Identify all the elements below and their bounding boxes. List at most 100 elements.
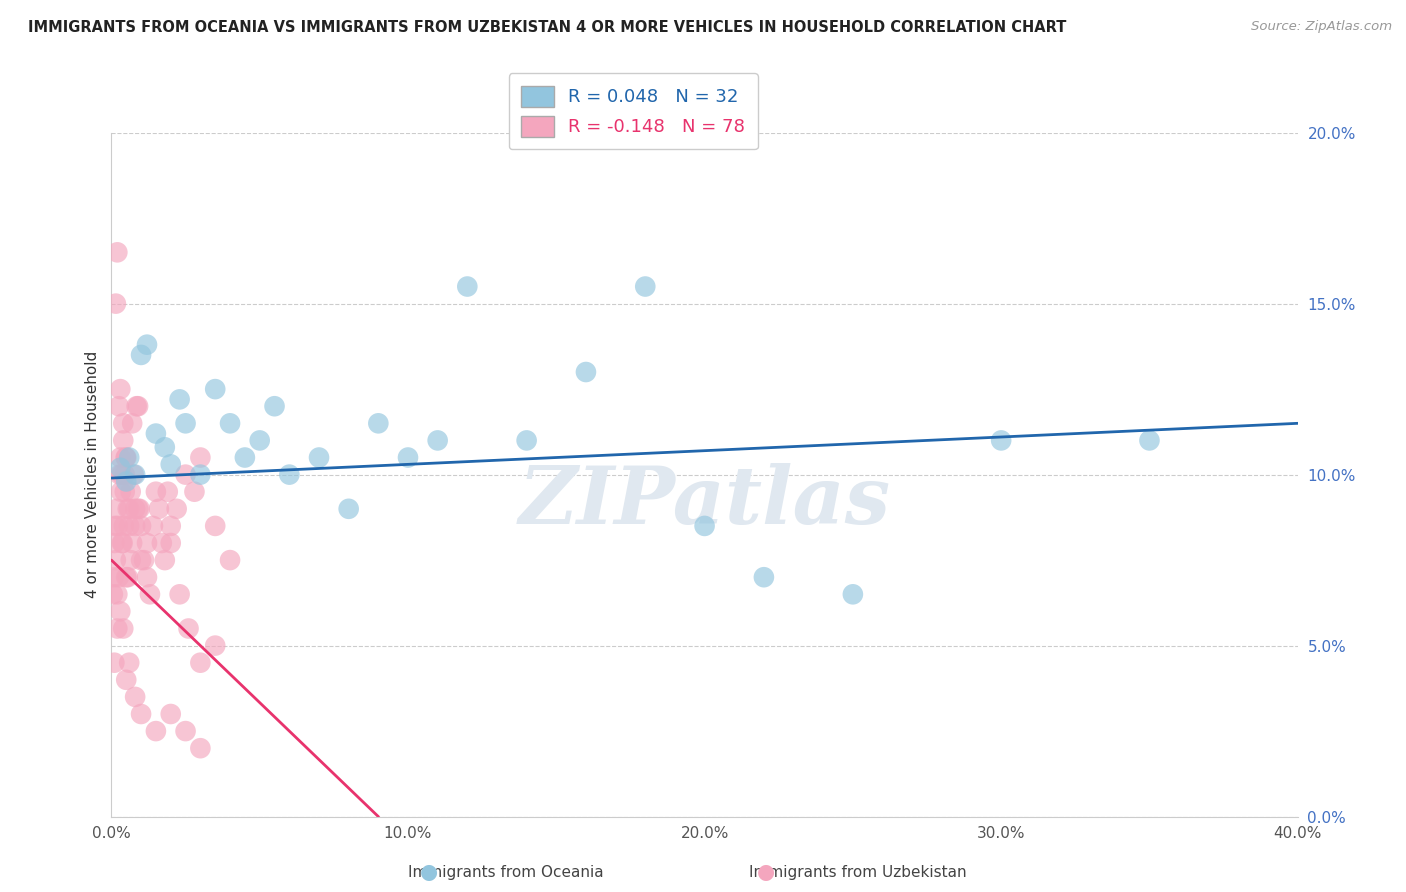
- Point: [110, 460, 132, 475]
- Point: [516, 434, 538, 448]
- Point: [174, 724, 197, 739]
- Point: [190, 467, 212, 482]
- Point: [108, 399, 131, 413]
- Point: [108, 570, 131, 584]
- Point: [105, 245, 128, 260]
- Point: [118, 450, 141, 465]
- Text: Immigrants from Oceania: Immigrants from Oceania: [408, 865, 605, 880]
- Point: [104, 519, 127, 533]
- Point: [110, 450, 132, 465]
- Point: [693, 519, 716, 533]
- Point: [115, 450, 138, 465]
- Point: [104, 296, 127, 310]
- Point: [156, 484, 179, 499]
- Point: [105, 501, 128, 516]
- Point: [396, 450, 419, 465]
- Point: [204, 382, 226, 396]
- Point: [103, 656, 125, 670]
- Point: [426, 434, 449, 448]
- Point: [190, 450, 212, 465]
- Point: [114, 484, 136, 499]
- Point: [105, 622, 128, 636]
- Point: [129, 553, 152, 567]
- Point: [108, 467, 131, 482]
- Point: [174, 467, 197, 482]
- Legend: R = 0.048   N = 32, R = -0.148   N = 78: R = 0.048 N = 32, R = -0.148 N = 78: [509, 73, 758, 149]
- Point: [148, 501, 170, 516]
- Point: [120, 484, 142, 499]
- Point: [990, 434, 1012, 448]
- Y-axis label: 4 or more Vehicles in Household: 4 or more Vehicles in Household: [86, 351, 100, 599]
- Point: [118, 501, 141, 516]
- Point: [219, 553, 242, 567]
- Point: [115, 570, 138, 584]
- Point: [114, 450, 136, 465]
- Point: [115, 673, 138, 687]
- Text: Source: ZipAtlas.com: Source: ZipAtlas.com: [1251, 20, 1392, 33]
- Point: [153, 440, 176, 454]
- Point: [127, 501, 149, 516]
- Point: [142, 519, 165, 533]
- Point: [136, 570, 159, 584]
- Point: [103, 536, 125, 550]
- Point: [120, 553, 142, 567]
- Text: ●: ●: [420, 863, 437, 882]
- Point: [174, 417, 197, 431]
- Point: [139, 587, 162, 601]
- Point: [150, 536, 173, 550]
- Point: [103, 570, 125, 584]
- Point: [159, 458, 181, 472]
- Point: [110, 604, 132, 618]
- Point: [112, 417, 135, 431]
- Point: [145, 426, 167, 441]
- Point: [115, 475, 138, 489]
- Point: [183, 484, 205, 499]
- Point: [118, 656, 141, 670]
- Point: [122, 467, 145, 482]
- Point: [249, 434, 271, 448]
- Point: [842, 587, 865, 601]
- Point: [278, 467, 301, 482]
- Point: [112, 434, 135, 448]
- Point: [117, 501, 139, 516]
- Point: [190, 741, 212, 756]
- Point: [121, 417, 143, 431]
- Point: [159, 706, 181, 721]
- Point: [153, 553, 176, 567]
- Point: [169, 392, 191, 407]
- Text: IMMIGRANTS FROM OCEANIA VS IMMIGRANTS FROM UZBEKISTAN 4 OR MORE VEHICLES IN HOUS: IMMIGRANTS FROM OCEANIA VS IMMIGRANTS FR…: [28, 20, 1067, 35]
- Point: [136, 337, 159, 351]
- Point: [367, 417, 389, 431]
- Point: [124, 501, 146, 516]
- Point: [219, 417, 242, 431]
- Point: [233, 450, 256, 465]
- Point: [121, 536, 143, 550]
- Point: [127, 399, 149, 413]
- Point: [112, 519, 135, 533]
- Point: [145, 484, 167, 499]
- Text: ZIPatlas: ZIPatlas: [519, 463, 890, 541]
- Point: [204, 639, 226, 653]
- Point: [128, 501, 150, 516]
- Point: [107, 519, 129, 533]
- Point: [337, 501, 360, 516]
- Point: [114, 467, 136, 482]
- Text: ●: ●: [758, 863, 775, 882]
- Point: [166, 501, 188, 516]
- Point: [263, 399, 285, 413]
- Point: [169, 587, 191, 601]
- Point: [111, 467, 134, 482]
- Point: [190, 656, 212, 670]
- Point: [132, 553, 155, 567]
- Point: [136, 536, 159, 550]
- Point: [105, 587, 128, 601]
- Point: [204, 519, 226, 533]
- Point: [110, 484, 132, 499]
- Point: [111, 536, 134, 550]
- Point: [124, 467, 146, 482]
- Text: Immigrants from Uzbekistan: Immigrants from Uzbekistan: [749, 865, 966, 880]
- Point: [145, 724, 167, 739]
- Point: [634, 279, 657, 293]
- Point: [129, 348, 152, 362]
- Point: [575, 365, 598, 379]
